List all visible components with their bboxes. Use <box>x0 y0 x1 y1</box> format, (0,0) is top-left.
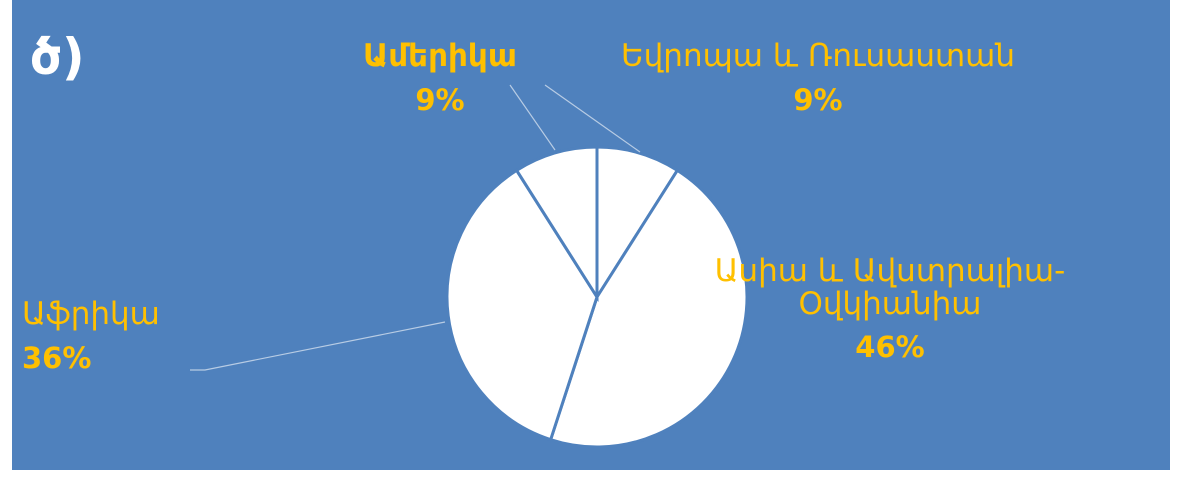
value-label: 46% <box>855 330 925 365</box>
data-label: Ամերիկա 9% <box>330 40 550 117</box>
leader-line <box>509 84 556 151</box>
category-label: Եվրոպա և Ռուսաստան <box>620 38 1016 74</box>
category-label: Աֆրիկա <box>22 296 160 332</box>
pie-slice <box>548 168 749 449</box>
value-label: 9% <box>415 82 465 117</box>
category-label: Ասիա և Ավստրալիա-Օվկիանիա <box>714 253 1066 322</box>
leader-line <box>190 321 446 371</box>
value-label: 36% <box>22 340 92 375</box>
leader-line <box>544 84 641 153</box>
data-label: Եվրոպա և Ռուսաստան 9% <box>568 40 1068 117</box>
pie-slice <box>514 145 599 303</box>
category-label: Ամերիկա <box>363 38 517 74</box>
data-label: Աֆրիկա 36% <box>22 298 222 375</box>
pie-slice <box>445 168 599 442</box>
chart-title: ծ) <box>30 28 85 86</box>
pie-slice <box>595 145 680 303</box>
data-label: Ասիա և Ավստրալիա-Օվկիանիա 46% <box>670 255 1110 365</box>
value-label: 9% <box>793 82 843 117</box>
